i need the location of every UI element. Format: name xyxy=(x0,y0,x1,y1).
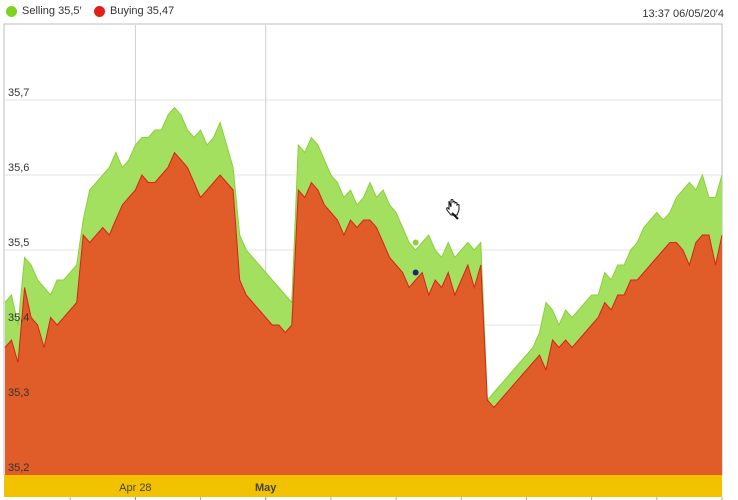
selling-marker xyxy=(412,239,419,246)
y-tick-label: 35,5 xyxy=(8,237,29,249)
x-tick-label: Apr 28 xyxy=(119,482,151,494)
y-tick-label: 35,7 xyxy=(8,87,29,99)
series-areas xyxy=(4,106,723,475)
legend-selling[interactable]: Selling 35,5′ xyxy=(6,5,82,17)
y-tick-label: 35,3 xyxy=(8,387,29,399)
buying-marker xyxy=(412,269,419,276)
legend-selling-label: Selling 35,5′ xyxy=(22,5,82,17)
hand-pointer-icon xyxy=(446,199,460,220)
y-tick-label: 35,2 xyxy=(8,462,29,474)
series-line-selling xyxy=(4,106,723,402)
y-tick-label: 35,6 xyxy=(8,162,29,174)
x-tick-label: May xyxy=(255,482,277,494)
buying-dot-icon xyxy=(94,5,105,17)
x-axis-labels: Apr 28 May xyxy=(119,482,277,494)
x-axis-band xyxy=(4,475,722,497)
selling-dot-icon xyxy=(6,5,17,17)
legend-buying[interactable]: Buying 35,47 xyxy=(94,5,174,17)
y-axis-labels: 35,2 35,3 35,4 35,5 35,6 35,7 xyxy=(8,87,29,474)
legend-buying-label: Buying 35,47 xyxy=(110,5,175,17)
series-area-buying xyxy=(5,152,722,475)
timestamp: 13:37 06/05/20′4 xyxy=(642,8,724,20)
chart-header: Selling 35,5′ Buying 35,47 13:37 06/05/2… xyxy=(0,0,738,24)
hover-markers xyxy=(412,239,419,276)
series-line-buying xyxy=(4,151,723,409)
y-tick-label: 35,4 xyxy=(8,312,29,324)
